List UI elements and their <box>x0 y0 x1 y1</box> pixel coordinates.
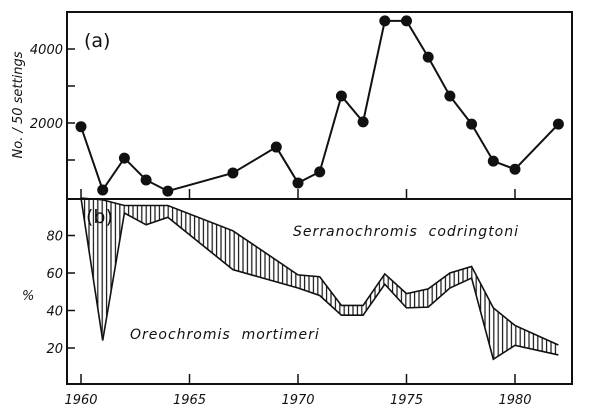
xtick-label: 1965 <box>173 393 206 408</box>
data-point-1969 <box>270 141 282 153</box>
data-point-1975 <box>401 15 412 27</box>
data-point-1980 <box>509 163 521 175</box>
panel-b-ylabel: % <box>22 289 34 304</box>
lower-boundary-line <box>80 197 559 361</box>
data-point-1962 <box>118 152 130 164</box>
data-point-1976 <box>422 51 434 63</box>
xtick-label: 1960 <box>64 393 97 408</box>
data-point-1972 <box>335 90 347 102</box>
data-point-1982 <box>552 118 564 130</box>
panel-b-frame <box>66 198 573 385</box>
data-point-1961 <box>97 184 109 196</box>
annotation-oreochromis: Oreochromis mortimeri <box>130 327 320 343</box>
data-point-1964 <box>162 185 174 197</box>
xtick-label: 1970 <box>281 393 314 408</box>
data-point-1971 <box>314 166 326 178</box>
panel-a-ylabel: No. / 50 settings <box>11 51 26 158</box>
data-point-1963 <box>140 174 152 186</box>
ytick-label-b: 60 <box>46 267 63 282</box>
ytick-label-b: 40 <box>46 305 63 320</box>
data-point-1974 <box>379 15 391 27</box>
ytick-label-a: 2000 <box>30 117 63 132</box>
hatched-band <box>81 198 559 360</box>
data-point-1967 <box>227 167 239 179</box>
data-point-1970 <box>292 177 304 189</box>
xtick-label: 1980 <box>498 393 531 408</box>
data-point-1960 <box>75 121 87 133</box>
ytick-label-a: 4000 <box>30 43 63 58</box>
annotation-serranochromis: Serranochromis codringtoni <box>293 224 519 240</box>
data-point-1978 <box>466 118 478 130</box>
panel-a-label: (a) <box>84 30 110 52</box>
xtick-label: 1975 <box>390 393 423 408</box>
ytick-label-b: 80 <box>46 230 63 245</box>
upper-boundary-line <box>80 197 559 346</box>
ytick-label-b: 20 <box>46 342 63 357</box>
series-line <box>80 19 560 193</box>
data-point-1977 <box>444 90 456 102</box>
data-point-1973 <box>357 116 369 128</box>
data-point-1979 <box>487 155 499 167</box>
panel-b-label: (b) <box>86 206 113 228</box>
